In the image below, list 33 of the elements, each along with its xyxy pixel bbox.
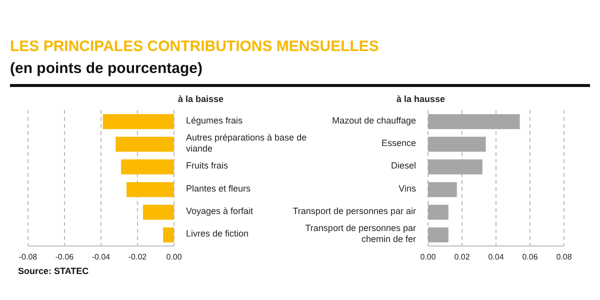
bar: [428, 159, 482, 174]
y-tick-label: Mazout de chauffage: [332, 116, 416, 126]
source-note: Source: STATEC: [18, 266, 89, 276]
x-tick-label: 0.06: [522, 252, 538, 262]
y-tick-label: Transport de personnes par air: [292, 206, 416, 216]
x-tick-label: 0.00: [166, 252, 182, 262]
y-tick-label: Voyages à forfait: [186, 206, 254, 216]
x-tick-label: -0.04: [92, 252, 111, 262]
y-tick-label: Transport de personnes par chemin de fer: [305, 224, 416, 245]
chart-title: LES PRINCIPALES CONTRIBUTIONS MENSUELLES: [10, 38, 379, 55]
chart-title: à la hausse: [395, 94, 445, 104]
x-tick-label: 0.08: [556, 252, 572, 262]
x-tick-label: -0.02: [128, 252, 148, 262]
y-tick-label: Plantes et fleurs: [186, 184, 252, 194]
y-tick-label: Diesel: [390, 161, 416, 172]
y-tick-label: Essence: [381, 138, 416, 148]
y-tick-label: Fruits frais: [186, 161, 229, 172]
y-tick-label: Autres préparations à base de viande: [186, 132, 307, 154]
y-tick-label: Livres de fiction: [186, 229, 249, 240]
x-tick-label: 0.04: [488, 252, 504, 262]
x-tick-label: -0.08: [18, 252, 38, 262]
bar: [428, 114, 520, 130]
bar: [428, 182, 457, 198]
chart-subtitle: (en points de pourcentage): [10, 60, 203, 77]
x-tick-label: 0.00: [420, 252, 436, 262]
y-tick-label: Légumes frais: [186, 116, 244, 126]
bar: [428, 227, 448, 242]
y-tick-label: Vins: [398, 184, 416, 194]
text: à la baisse: [178, 94, 224, 104]
bar: [428, 204, 448, 220]
bar: [428, 136, 486, 152]
x-tick-label: 0.02: [454, 252, 470, 262]
x-tick-label: -0.06: [55, 252, 74, 262]
